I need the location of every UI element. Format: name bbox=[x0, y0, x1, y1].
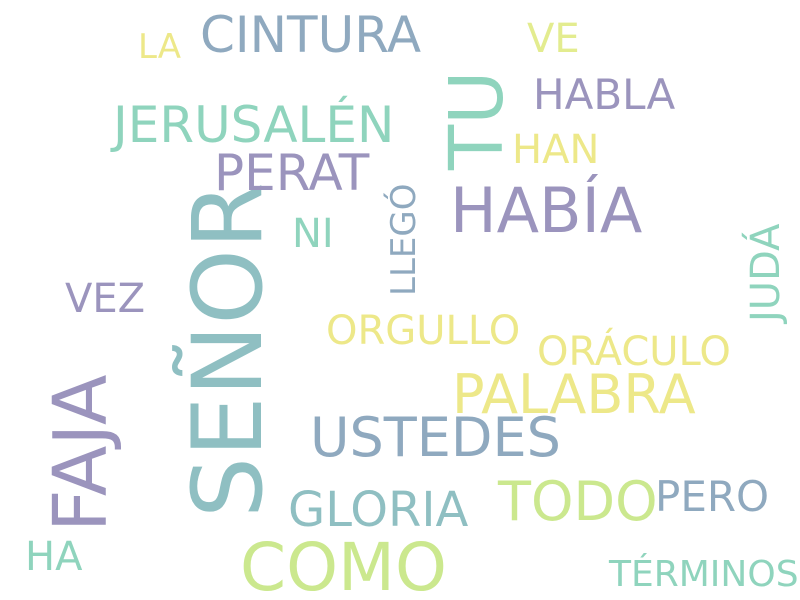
word-oraculo: ORÁCULO bbox=[537, 329, 731, 375]
word-orgullo: ORGULLO bbox=[326, 308, 521, 354]
word-vez: VEZ bbox=[65, 276, 146, 322]
word-ha: HA bbox=[25, 534, 83, 580]
word-pero: PERO bbox=[655, 472, 770, 521]
word-llego: LLEGÓ bbox=[384, 183, 424, 296]
word-senor: SEÑOR bbox=[172, 182, 284, 518]
word-todo: TODO bbox=[498, 470, 658, 533]
word-cintura: CINTURA bbox=[200, 6, 422, 64]
word-faja: FAJA bbox=[38, 374, 124, 532]
word-como: COMO bbox=[240, 529, 447, 600]
word-jerusalen: JERUSALÉN bbox=[113, 96, 395, 154]
word-la: LA bbox=[138, 27, 181, 67]
word-terminos: TÉRMINOS bbox=[609, 554, 799, 595]
word-habia: HABÍA bbox=[450, 174, 643, 247]
word-han: HAN bbox=[512, 127, 600, 173]
word-ustedes: USTEDES bbox=[310, 406, 561, 469]
word-habla: HABLA bbox=[533, 70, 676, 119]
word-ve: VE bbox=[527, 16, 580, 62]
word-gloria: GLORIA bbox=[288, 482, 469, 538]
word-palabra: PALABRA bbox=[452, 363, 696, 426]
word-perat: PERAT bbox=[214, 144, 370, 202]
word-ni: NI bbox=[292, 211, 334, 257]
word-tu: TU bbox=[434, 70, 520, 170]
word-juda: JUDÁ bbox=[743, 223, 789, 322]
